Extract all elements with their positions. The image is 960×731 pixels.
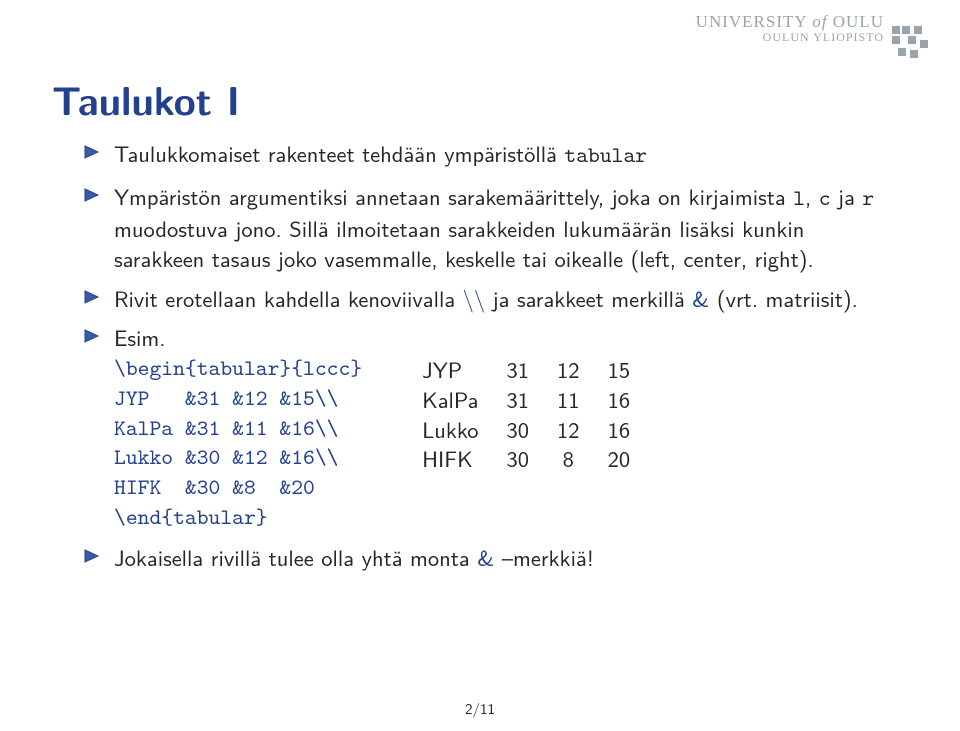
table-cell: KalPa xyxy=(422,384,492,414)
table-cell: 12 xyxy=(543,354,594,384)
list-item: Esim.\begin{tabular}{lccc} JYP &31 &12 &… xyxy=(84,322,900,532)
table-cell: 15 xyxy=(594,354,645,384)
table-cell: 16 xyxy=(594,414,645,444)
table-cell: JYP xyxy=(422,354,492,384)
triangle-bullet-icon xyxy=(84,188,100,202)
list-item: Jokaisella rivillä tulee olla yhtä monta… xyxy=(84,542,900,572)
list-item-text: Jokaisella rivillä tulee olla yhtä monta… xyxy=(114,540,594,573)
table-cell: 8 xyxy=(543,443,594,473)
list-item: Taulukkomaiset rakenteet tehdään ympäris… xyxy=(84,138,900,171)
table-cell: 12 xyxy=(543,414,594,444)
table-cell: 16 xyxy=(594,384,645,414)
list-item-text: Ympäristön argumentiksi annetaan sarakem… xyxy=(114,179,874,274)
header-logo: UNIVERSITY of OULU OULUN YLIOPISTO xyxy=(696,12,932,45)
list-item: Ympäristön argumentiksi annetaan sarakem… xyxy=(84,181,900,273)
list-item-text: Rivit erotellaan kahdella kenoviivalla \… xyxy=(114,281,858,314)
table-cell: Lukko xyxy=(422,414,492,444)
triangle-bullet-icon xyxy=(84,145,100,159)
table-row: KalPa311116 xyxy=(422,384,644,414)
list-item-text: Esim. xyxy=(114,320,166,353)
table-cell: 30 xyxy=(493,443,544,473)
table-cell: 31 xyxy=(493,354,544,384)
univ-name: UNIVERSITY of OULU xyxy=(696,12,884,32)
table-cell: HIFK xyxy=(422,443,492,473)
bullet-list: Taulukkomaiset rakenteet tehdään ympäris… xyxy=(84,138,900,582)
table-row: HIFK30820 xyxy=(422,443,644,473)
table-row: JYP311215 xyxy=(422,354,644,384)
triangle-bullet-icon xyxy=(84,290,100,304)
univ-logo-icon xyxy=(892,26,932,66)
table-cell: 30 xyxy=(493,414,544,444)
univ-subtitle: OULUN YLIOPISTO xyxy=(696,30,884,45)
list-item: Rivit erotellaan kahdella kenoviivalla \… xyxy=(84,283,900,313)
list-item-text: Taulukkomaiset rakenteet tehdään ympäris… xyxy=(114,136,647,169)
triangle-bullet-icon xyxy=(84,329,100,343)
table-cell: 20 xyxy=(594,443,645,473)
triangle-bullet-icon xyxy=(84,549,100,563)
table-cell: 11 xyxy=(543,384,594,414)
latex-code: \begin{tabular}{lccc} JYP &31 &12 &15\\ … xyxy=(114,354,362,532)
page-title: Taulukot I xyxy=(52,70,240,127)
table-row: Lukko301216 xyxy=(422,414,644,444)
table-cell: 31 xyxy=(493,384,544,414)
rendered-table: JYP311215KalPa311116Lukko301216HIFK30820 xyxy=(422,354,644,473)
page-number: 2/11 xyxy=(0,697,960,719)
